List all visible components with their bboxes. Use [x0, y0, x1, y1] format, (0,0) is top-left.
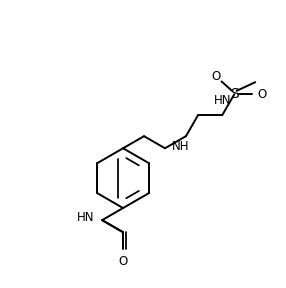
Text: HN: HN	[77, 211, 94, 224]
Text: O: O	[118, 255, 128, 268]
Text: O: O	[212, 70, 221, 83]
Text: O: O	[258, 88, 267, 101]
Text: S: S	[230, 87, 239, 101]
Text: NH: NH	[172, 140, 190, 153]
Text: HN: HN	[213, 94, 231, 107]
